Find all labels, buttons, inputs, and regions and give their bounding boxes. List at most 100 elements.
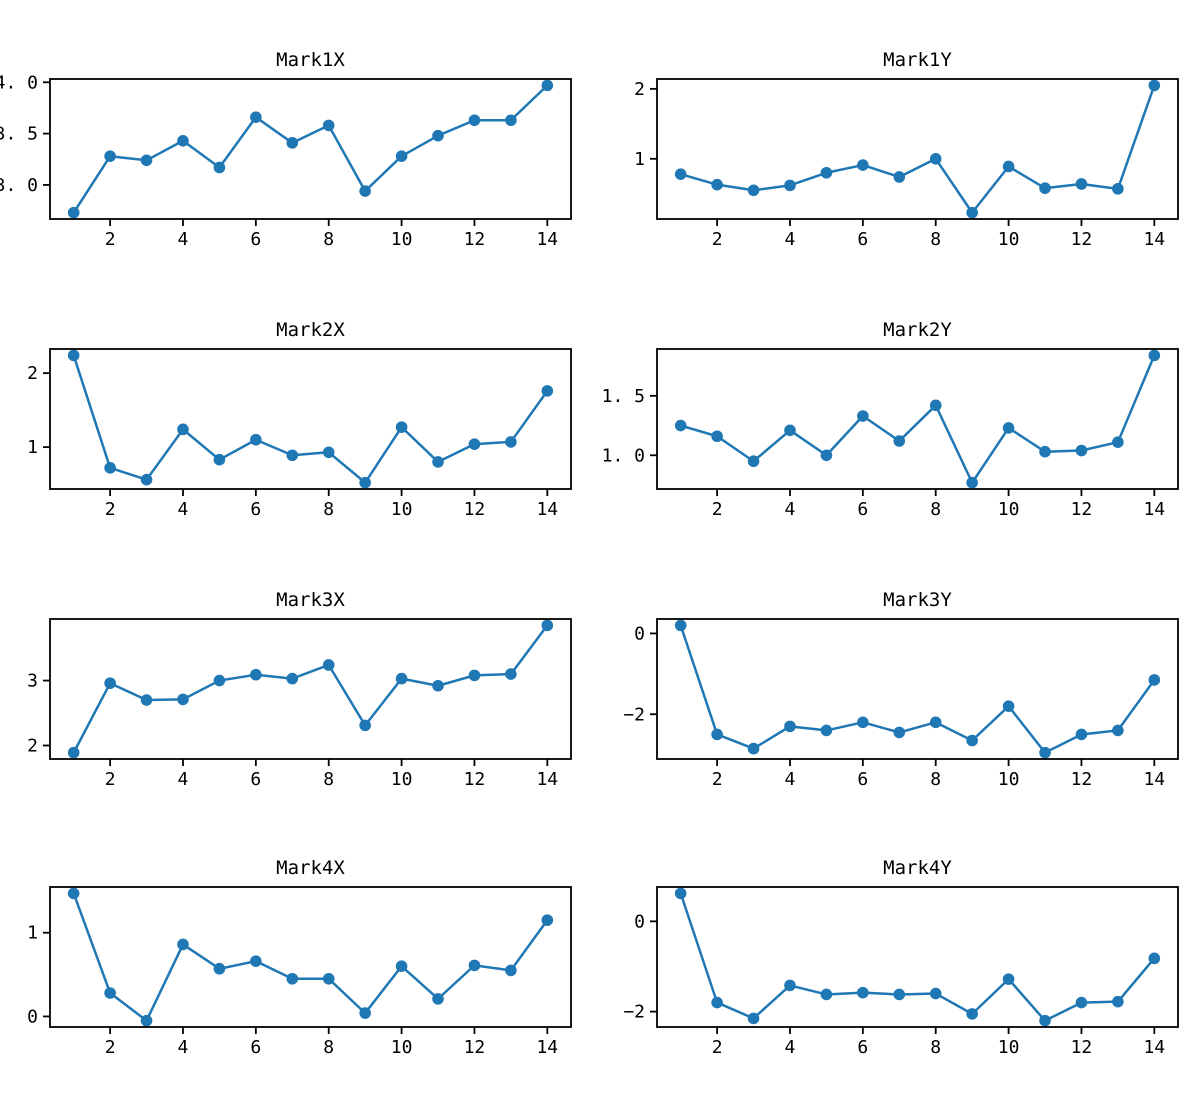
axes-spines <box>656 348 1179 490</box>
data-point <box>177 938 189 951</box>
data-point <box>674 619 687 632</box>
data-line <box>72 892 549 1022</box>
x-tick-label: 12 <box>464 1037 486 1058</box>
data-point <box>1112 436 1124 448</box>
data-point <box>468 959 481 972</box>
data-point <box>67 349 80 362</box>
data-point <box>140 473 153 486</box>
x-tick-label: 2 <box>105 769 116 790</box>
x-tick-label: 12 <box>1071 769 1093 790</box>
data-point <box>820 166 833 179</box>
data-point <box>213 161 226 174</box>
data-point <box>1075 444 1088 457</box>
x-tick-label: 6 <box>857 229 868 250</box>
x-tick-label: 4 <box>785 499 796 520</box>
axes-spines <box>656 618 1179 760</box>
data-point <box>359 1007 371 1019</box>
data-point <box>104 150 116 162</box>
data-point <box>747 184 760 197</box>
x-tick-label: 2 <box>712 769 723 790</box>
data-point <box>966 734 978 747</box>
data-point <box>432 679 444 692</box>
y-tick-label: 1. 5 <box>602 386 645 407</box>
x-tick-label: 8 <box>930 229 941 250</box>
data-point <box>674 419 687 432</box>
data-point <box>505 964 517 977</box>
data-point <box>541 385 554 397</box>
subplot-title: Mark2Y <box>883 319 952 341</box>
data-point <box>1112 724 1124 737</box>
y-tick-label: 4. 0 <box>0 72 38 93</box>
data-point <box>929 399 942 412</box>
axes-spines <box>49 618 572 760</box>
data-point <box>322 972 335 985</box>
data-point <box>468 438 481 450</box>
data-line <box>679 84 1156 214</box>
y-tick-label: 1 <box>634 149 645 170</box>
x-tick-label: 6 <box>250 769 261 790</box>
subplot-mark2y: Mark2Y 2 4 6 8 10 12 14 1. 0 1. 5 <box>602 319 1179 520</box>
x-tick-label: 8 <box>323 769 334 790</box>
x-tick-label: 6 <box>250 1037 261 1058</box>
data-point <box>67 206 80 219</box>
data-point <box>67 887 80 900</box>
x-tick-label: 14 <box>1143 1037 1165 1058</box>
data-point <box>541 914 554 926</box>
x-tick-label: 2 <box>105 229 116 250</box>
data-point <box>1148 674 1161 686</box>
data-point <box>104 462 116 474</box>
x-tick-label: 4 <box>785 769 796 790</box>
x-tick-label: 8 <box>930 499 941 520</box>
x-tick-label: 10 <box>998 229 1020 250</box>
y-tick-label: 1 <box>27 437 38 458</box>
axes-spines <box>49 78 572 220</box>
data-point <box>322 446 335 459</box>
data-point <box>893 726 906 739</box>
x-tick-label: 12 <box>1071 1037 1093 1058</box>
axes-spines <box>49 886 572 1028</box>
y-tick-label: 2 <box>27 363 38 384</box>
x-tick-label: 4 <box>785 229 796 250</box>
data-point <box>104 987 116 999</box>
data-point <box>784 179 796 192</box>
data-point <box>1039 1014 1051 1027</box>
x-tick-label: 4 <box>785 1037 796 1058</box>
data-point <box>359 719 371 732</box>
data-point <box>674 887 687 900</box>
data-point <box>140 1014 153 1027</box>
data-point <box>541 619 554 632</box>
data-point <box>395 421 408 433</box>
x-tick-label: 6 <box>857 769 868 790</box>
x-tick-label: 12 <box>1071 499 1093 520</box>
data-point <box>250 955 262 967</box>
subplot-title: Mark1Y <box>883 49 952 71</box>
data-point <box>747 1012 760 1025</box>
x-tick-label: 8 <box>930 1037 941 1058</box>
x-tick-label: 14 <box>1143 769 1165 790</box>
x-tick-label: 14 <box>1143 229 1165 250</box>
data-point <box>322 659 335 671</box>
x-tick-label: 8 <box>323 499 334 520</box>
data-point <box>1039 182 1051 194</box>
subplot-title: Mark1X <box>276 49 345 71</box>
x-tick-label: 2 <box>712 499 723 520</box>
data-point <box>213 453 226 466</box>
data-point <box>505 436 517 448</box>
data-point <box>177 693 189 706</box>
data-point <box>395 672 408 685</box>
x-tick-label: 14 <box>1143 499 1165 520</box>
data-point <box>747 455 760 468</box>
subplot-mark4x: Mark4X 2 4 6 8 10 12 14 0 1 <box>27 857 572 1058</box>
data-point <box>322 119 335 132</box>
data-point <box>966 206 978 219</box>
data-point <box>250 433 262 446</box>
data-line <box>72 624 549 754</box>
data-point <box>140 694 153 706</box>
subplot-title: Mark4Y <box>883 857 952 879</box>
x-tick-label: 6 <box>857 499 868 520</box>
data-point <box>820 988 833 1001</box>
subplot-mark4y: Mark4Y 2 4 6 8 10 12 14 −2 0 <box>623 857 1179 1058</box>
